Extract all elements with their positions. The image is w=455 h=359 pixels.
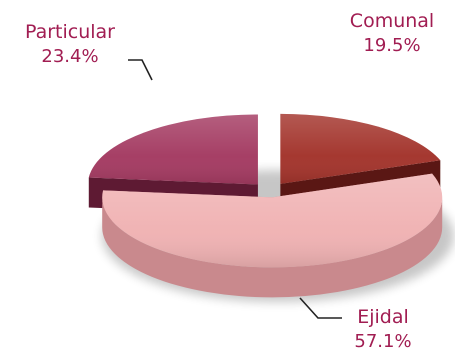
leader-line-particular <box>128 59 153 81</box>
pie-slice-ejidal <box>102 173 443 298</box>
leader-line-ejidal <box>299 297 342 319</box>
pie-slice-side-ejidal <box>102 197 443 298</box>
pie-slice-shine-ejidal <box>102 173 443 268</box>
pie-slice-shine-comunal <box>280 113 441 184</box>
slice-value-ejidal: 57.1% <box>354 331 411 352</box>
slice-label-particular: Particular <box>25 21 115 43</box>
pie-slice-shine-particular <box>88 114 258 185</box>
slice-value-comunal: 19.5% <box>363 35 420 56</box>
slice-value-particular: 23.4% <box>41 46 98 67</box>
slice-label-comunal: Comunal <box>350 10 434 32</box>
slice-label-ejidal: Ejidal <box>357 306 409 328</box>
